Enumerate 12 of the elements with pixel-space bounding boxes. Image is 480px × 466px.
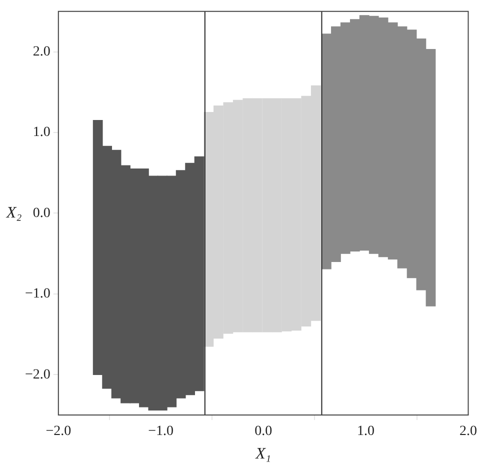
x-tick-label: −1.0	[148, 424, 174, 440]
y-axis-title: X₂	[5, 204, 22, 222]
y-tick-label: 0.0	[32, 206, 50, 221]
y-tick-label: −2.0	[24, 367, 50, 382]
x-tick-label: 0.0	[254, 424, 272, 440]
y-tick-label: 1.0	[32, 125, 50, 140]
x-tick-label: 2.0	[460, 424, 477, 440]
y-tick-label: −1.0	[24, 286, 50, 302]
y-tick-label: 2.0	[32, 44, 50, 60]
x-tick-label: −2.0	[46, 424, 72, 440]
x-axis-title: X₁	[254, 446, 271, 463]
x-tick-label: 1.0	[357, 424, 375, 440]
